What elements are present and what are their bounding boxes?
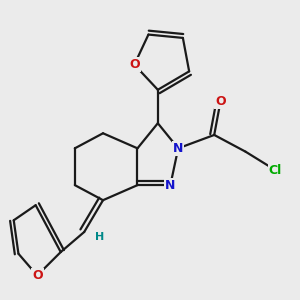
Text: Cl: Cl: [269, 164, 282, 177]
Text: O: O: [32, 269, 43, 282]
Text: N: N: [173, 142, 183, 155]
Text: O: O: [129, 58, 140, 71]
Text: H: H: [95, 232, 104, 242]
Text: N: N: [165, 178, 176, 192]
Text: O: O: [215, 95, 226, 108]
